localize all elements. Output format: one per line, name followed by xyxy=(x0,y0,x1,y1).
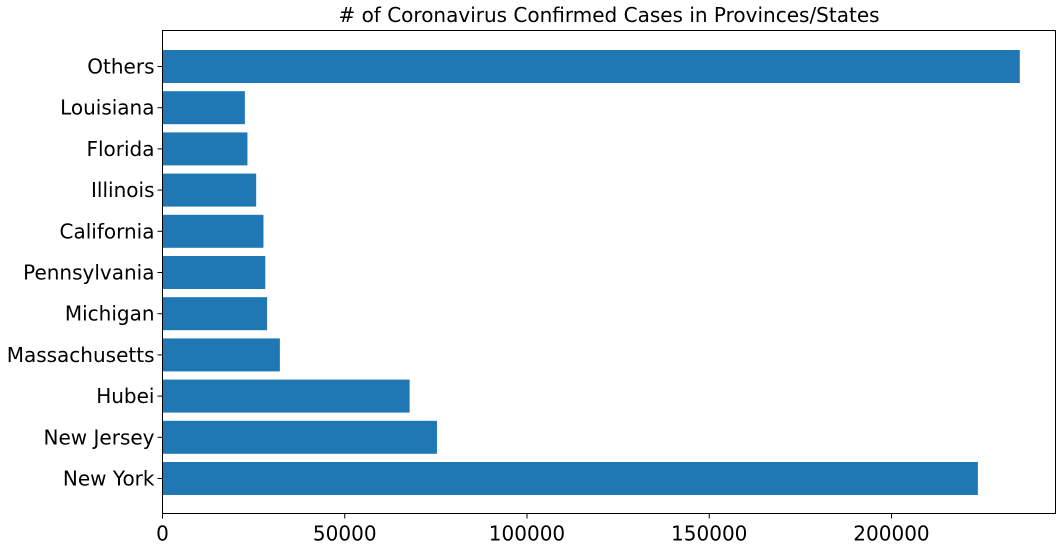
bar-california xyxy=(162,214,264,248)
y-tick-label-michigan: Michigan xyxy=(65,302,155,326)
y-tick-label-new-jersey: New Jersey xyxy=(44,425,155,449)
x-tick-label: 50000 xyxy=(313,522,377,546)
x-tick-label: 150000 xyxy=(671,522,747,546)
y-tick-label-pennsylvania: Pennsylvania xyxy=(23,261,154,285)
y-tick-label-others: Others xyxy=(87,55,154,79)
y-tick-label-hubei: Hubei xyxy=(96,384,154,408)
y-tick-label-massachusetts: Massachusetts xyxy=(7,343,155,367)
y-tick-label-louisiana: Louisiana xyxy=(60,96,154,120)
bar-new-york xyxy=(162,462,978,495)
y-tick-label-illinois: Illinois xyxy=(91,178,154,202)
x-tick-label: 200000 xyxy=(853,522,929,546)
bar-louisiana xyxy=(162,91,245,125)
x-tick-label: 0 xyxy=(156,522,169,546)
bar-illinois xyxy=(162,173,257,207)
plot-frame xyxy=(162,30,1056,514)
y-tick-label-new-york: New York xyxy=(63,467,155,491)
bar-michigan xyxy=(162,297,268,331)
y-axis-ticks: New York New Jersey Hubei Massachusetts Mich… xyxy=(7,55,163,491)
x-tick-label: 100000 xyxy=(489,522,565,546)
bar-others xyxy=(162,50,1020,83)
bar-new-jersey xyxy=(162,420,437,454)
bar-florida xyxy=(162,132,248,166)
x-axis-ticks: 0 50000 100000 150000 200000 xyxy=(156,513,930,546)
y-tick-label-california: California xyxy=(60,219,155,243)
chart-title: # of Coronavirus Confirmed Cases in Prov… xyxy=(338,3,879,27)
bar-massachusetts xyxy=(162,338,280,372)
bar-hubei xyxy=(162,379,410,413)
bars-group xyxy=(162,50,1020,495)
y-tick-label-florida: Florida xyxy=(86,137,154,161)
bar-pennsylvania xyxy=(162,256,266,289)
